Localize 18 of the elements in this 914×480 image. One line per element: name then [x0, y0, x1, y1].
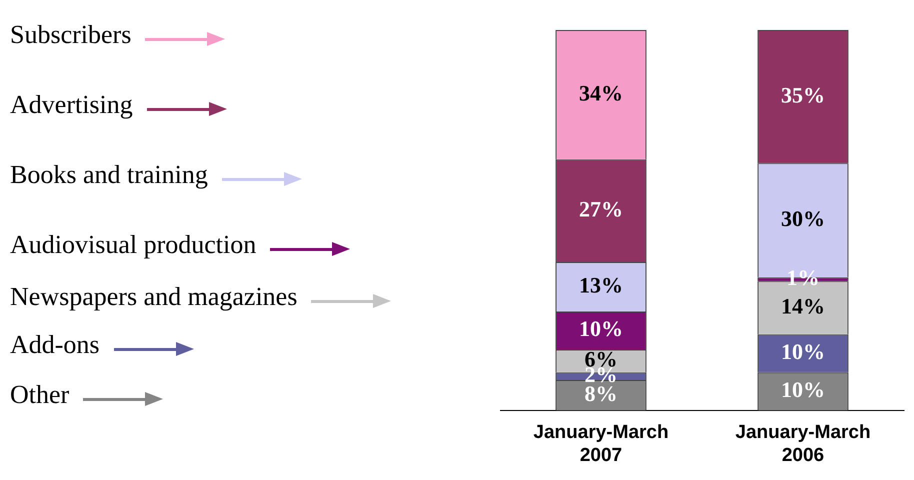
legend-label: Advertising — [10, 90, 133, 119]
data-label: 13% — [579, 272, 623, 298]
legend-label: Books and training — [10, 160, 208, 189]
data-label: 35% — [781, 82, 825, 108]
data-label: 30% — [781, 206, 825, 231]
legend-label: Audiovisual production — [10, 230, 256, 259]
x-tick-label: January-March 2007 — [533, 422, 669, 466]
legend-label: Other — [10, 380, 70, 409]
data-label: 14% — [781, 293, 825, 318]
data-label: 27% — [579, 196, 623, 222]
data-label: 34% — [579, 80, 623, 106]
data-label: 10% — [781, 377, 825, 402]
legend-label: Add-ons — [10, 330, 100, 359]
data-label: 10% — [781, 339, 825, 364]
legend-label: Newspapers and magazines — [10, 282, 298, 311]
x-tick-label: January-March 2006 — [735, 422, 871, 466]
data-label: 10% — [579, 316, 623, 342]
legend-label: Subscribers — [10, 20, 132, 49]
